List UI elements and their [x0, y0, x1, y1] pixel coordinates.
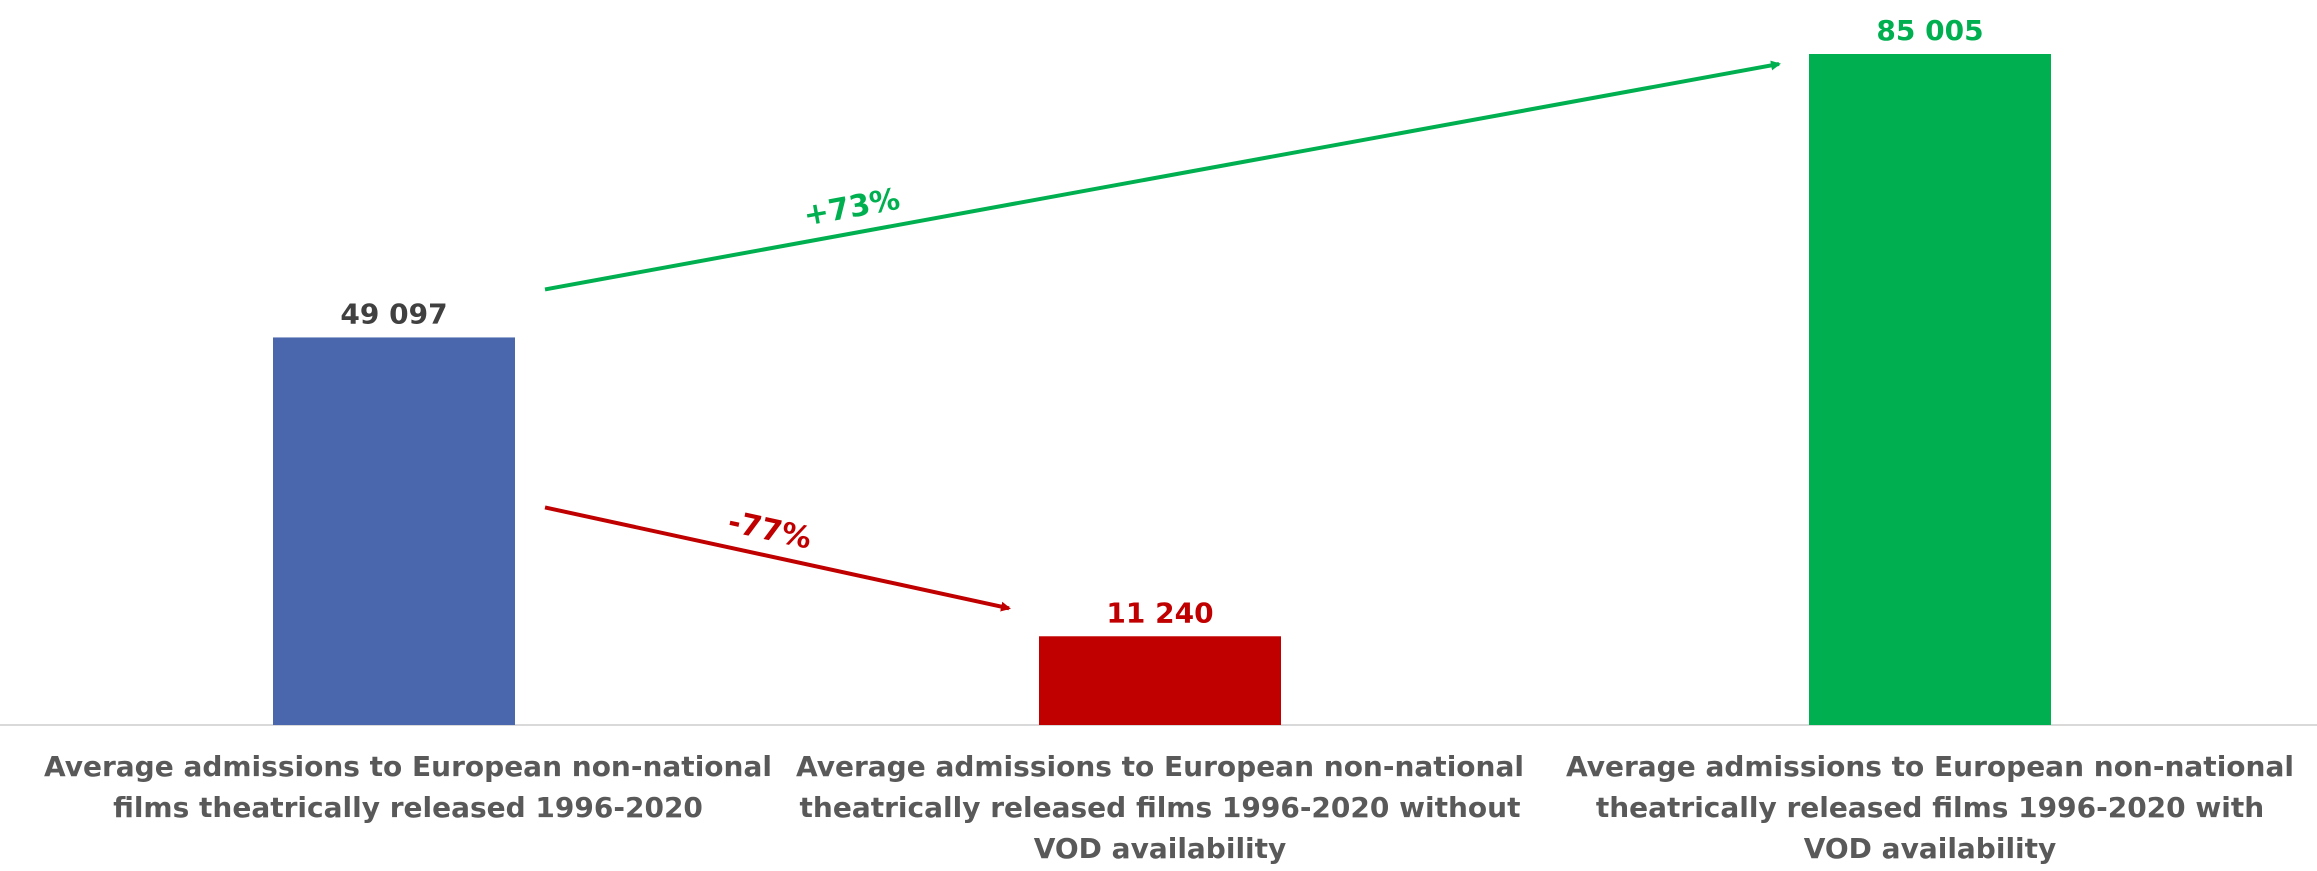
value-label-all-films: 49 097 — [340, 297, 447, 330]
bars-layer — [273, 54, 2051, 725]
bar-with-vod — [1809, 54, 2051, 725]
category-label-all-films: Average admissions to European non-natio… — [44, 750, 772, 824]
bar-without-vod — [1039, 636, 1281, 725]
value-label-with-vod: 85 005 — [1876, 14, 1983, 47]
value-labels-layer: 49 097 11 240 85 005 — [340, 14, 1983, 629]
decrease-arrow — [544, 505, 1011, 612]
category-label-with-vod: Average admissions to European non-natio… — [1566, 750, 2294, 865]
bar-all-films — [273, 337, 515, 725]
annotations-layer: -77%+73% — [544, 60, 1781, 612]
value-label-without-vod: 11 240 — [1106, 596, 1213, 629]
category-label-without-vod: Average admissions to European non-natio… — [796, 750, 1524, 865]
increase-arrow — [544, 60, 1781, 292]
